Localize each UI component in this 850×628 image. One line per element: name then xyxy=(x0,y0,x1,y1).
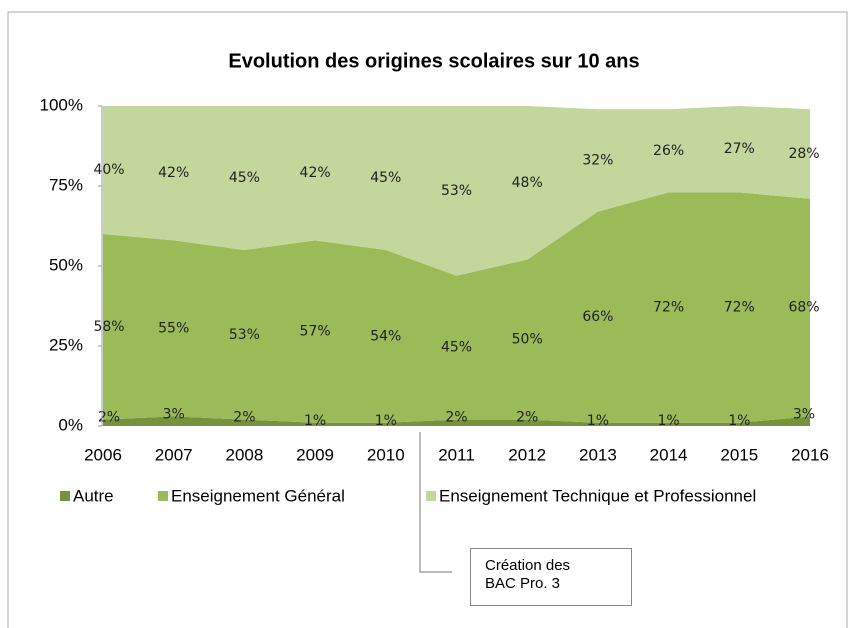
data-label: 3% xyxy=(163,406,185,422)
data-label: 40% xyxy=(93,162,124,178)
area xyxy=(103,106,810,276)
x-tick-label: 2010 xyxy=(367,445,405,464)
legend-label: Autre xyxy=(73,486,114,505)
x-tick-label: 2013 xyxy=(579,445,617,464)
data-label: 57% xyxy=(300,324,331,340)
data-label: 53% xyxy=(229,327,260,343)
data-label: 3% xyxy=(793,406,815,422)
legend-label: Enseignement Général xyxy=(171,486,345,505)
legend-label: Enseignement Technique et Professionnel xyxy=(439,486,756,505)
data-label: 42% xyxy=(300,165,331,181)
data-label: 50% xyxy=(512,332,543,348)
annotation-leader xyxy=(419,432,452,573)
data-label: 1% xyxy=(657,413,679,429)
data-label: 27% xyxy=(724,141,755,157)
annotation: Création des BAC Pro. 3 xyxy=(470,548,632,606)
data-label: 58% xyxy=(93,319,124,335)
x-tick-label: 2008 xyxy=(225,445,263,464)
data-label: 1% xyxy=(304,413,326,429)
data-label: 45% xyxy=(370,170,401,186)
chart-title: Evolution des origines scolaires sur 10 … xyxy=(228,50,639,72)
data-label: 53% xyxy=(441,183,472,199)
data-label: 72% xyxy=(653,300,684,316)
x-tick-label: 2016 xyxy=(791,445,829,464)
data-label: 2% xyxy=(516,410,538,426)
y-tick-label: 25% xyxy=(49,335,83,354)
y-tick-label: 50% xyxy=(49,255,83,274)
y-tick-label: 0% xyxy=(58,415,83,434)
data-label: 68% xyxy=(788,300,819,316)
x-tick-label: 2012 xyxy=(508,445,546,464)
area xyxy=(103,192,810,423)
legend-swatch xyxy=(426,491,436,501)
data-label: 72% xyxy=(724,300,755,316)
data-label: 55% xyxy=(158,320,189,336)
data-label: 2% xyxy=(233,410,255,426)
x-tick-label: 2015 xyxy=(720,445,758,464)
x-tick-label: 2011 xyxy=(438,445,475,464)
legend-swatch xyxy=(158,491,168,501)
data-label: 2% xyxy=(445,410,467,426)
x-tick-label: 2006 xyxy=(84,445,122,464)
data-label: 45% xyxy=(441,340,472,356)
data-label: 1% xyxy=(375,413,397,429)
x-tick-label: 2014 xyxy=(650,445,688,464)
data-label: 1% xyxy=(728,413,750,429)
data-label: 48% xyxy=(512,175,543,191)
data-label: 1% xyxy=(587,413,609,429)
y-tick-label: 75% xyxy=(49,175,83,194)
x-tick-label: 2007 xyxy=(155,445,193,464)
data-label: 28% xyxy=(788,146,819,162)
x-tick-label: 2009 xyxy=(296,445,334,464)
data-label: 2% xyxy=(98,410,120,426)
data-label: 26% xyxy=(653,143,684,159)
data-label: 54% xyxy=(370,328,401,344)
data-label: 42% xyxy=(158,165,189,181)
data-label: 32% xyxy=(582,152,613,168)
data-label: 45% xyxy=(229,170,260,186)
area xyxy=(103,416,810,426)
legend-swatch xyxy=(60,491,70,501)
data-label: 66% xyxy=(582,309,613,325)
y-tick-label: 100% xyxy=(40,95,83,114)
